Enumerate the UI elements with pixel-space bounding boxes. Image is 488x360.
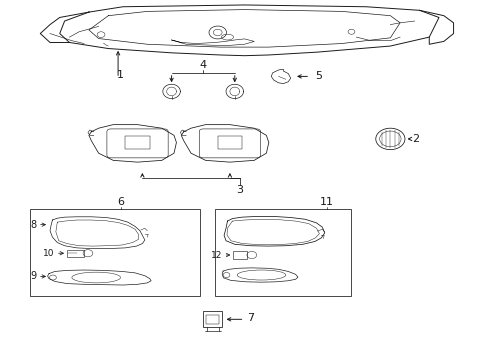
Bar (125, 136, 149, 149)
Text: 2: 2 (411, 134, 419, 144)
Text: 6: 6 (117, 197, 124, 207)
Bar (203, 311, 221, 327)
Text: 9: 9 (31, 271, 37, 282)
Bar (215, 208, 351, 296)
Text: 5: 5 (314, 71, 321, 81)
Bar (233, 251, 246, 258)
Bar (30, 208, 200, 296)
Text: 10: 10 (43, 249, 55, 258)
Text: 12: 12 (211, 251, 222, 260)
Text: 8: 8 (31, 220, 37, 230)
Text: 7: 7 (246, 312, 254, 323)
Bar (67, 249, 84, 257)
Text: 4: 4 (199, 60, 206, 70)
Text: 1: 1 (117, 70, 124, 80)
Text: 3: 3 (236, 185, 243, 195)
Text: 11: 11 (320, 197, 333, 207)
Bar (217, 136, 242, 149)
Bar (205, 315, 218, 324)
